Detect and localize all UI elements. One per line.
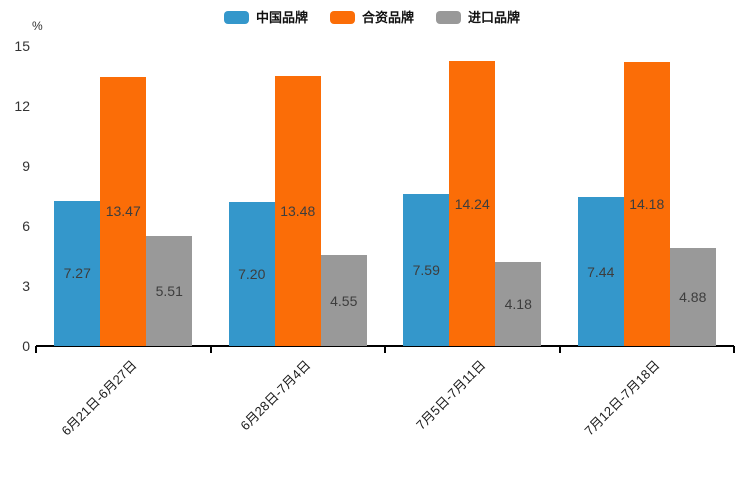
bar-value-label: 13.47 — [105, 203, 141, 220]
bar-series2-group0: 5.51 — [146, 235, 193, 346]
x-axis-category-label: 7月5日-7月11日 — [412, 357, 489, 433]
legend-item-china-brand: 中国品牌 — [223, 9, 308, 25]
bar-value-label: 7.59 — [412, 262, 440, 279]
bar-series0-group1: 7.20 — [228, 202, 275, 346]
x-axis-tick — [35, 346, 37, 353]
x-axis-tick — [733, 346, 735, 353]
bar-series1-group0: 13.47 — [100, 76, 147, 346]
bar-series0-group0: 7.27 — [54, 200, 101, 346]
bar-value-label: 13.48 — [280, 203, 316, 220]
bar-value-label: 7.27 — [63, 265, 91, 282]
x-axis-category-label: 6月28日-7月4日 — [237, 357, 314, 434]
bar-series0-group3: 7.44 — [577, 197, 624, 346]
legend-swatch-joint-venture-brand-icon — [329, 10, 355, 24]
legend-label-joint-venture-brand: 合资品牌 — [361, 9, 414, 25]
x-axis-tick — [209, 346, 212, 353]
legend-item-joint-venture-brand: 合资品牌 — [329, 9, 414, 25]
y-axis-unit-label: % — [32, 19, 43, 33]
bar-series1-group1: 13.48 — [274, 76, 321, 346]
bar-series0-group2: 7.59 — [403, 194, 450, 346]
legend-label-imported-brand: 进口品牌 — [468, 9, 521, 25]
x-axis-tick — [384, 346, 386, 353]
y-axis-tick-label: 6 — [22, 218, 30, 234]
legend-swatch-imported-brand-icon — [436, 10, 461, 24]
bar-series2-group1: 4.55 — [320, 255, 367, 346]
legend-swatch-china-brand-icon — [223, 10, 249, 24]
x-axis-tick — [558, 346, 561, 353]
x-axis-category-label: 6月21日-6月27日 — [58, 357, 140, 439]
bar-series2-group3: 4.88 — [669, 248, 716, 346]
y-axis-tick-label: 15 — [14, 38, 30, 54]
legend: 中国品牌 合资品牌 进口品牌 — [0, 8, 744, 26]
bar-value-label: 4.55 — [330, 292, 358, 309]
bar-series1-group2: 14.24 — [449, 61, 496, 346]
bar-value-label: 4.18 — [504, 296, 532, 313]
x-axis-category-label: 7月12日-7月18日 — [581, 357, 663, 439]
bar-value-label: 4.88 — [679, 289, 707, 306]
bar-value-label: 7.20 — [238, 266, 266, 282]
legend-label-china-brand: 中国品牌 — [255, 9, 308, 25]
bar-value-label: 7.44 — [587, 263, 615, 280]
y-axis-tick-label: 3 — [22, 278, 30, 294]
y-axis-tick-label: 9 — [22, 158, 30, 174]
bar-value-label: 14.18 — [629, 196, 665, 213]
bar-series2-group2: 4.18 — [495, 262, 542, 346]
bar-value-label: 14.24 — [454, 195, 490, 212]
bar-value-label: 5.51 — [155, 282, 183, 299]
bar-series1-group3: 14.18 — [623, 62, 670, 346]
y-axis-tick-label: 0 — [22, 338, 30, 354]
y-axis-tick-label: 12 — [14, 98, 30, 114]
legend-item-imported-brand: 进口品牌 — [436, 9, 521, 25]
